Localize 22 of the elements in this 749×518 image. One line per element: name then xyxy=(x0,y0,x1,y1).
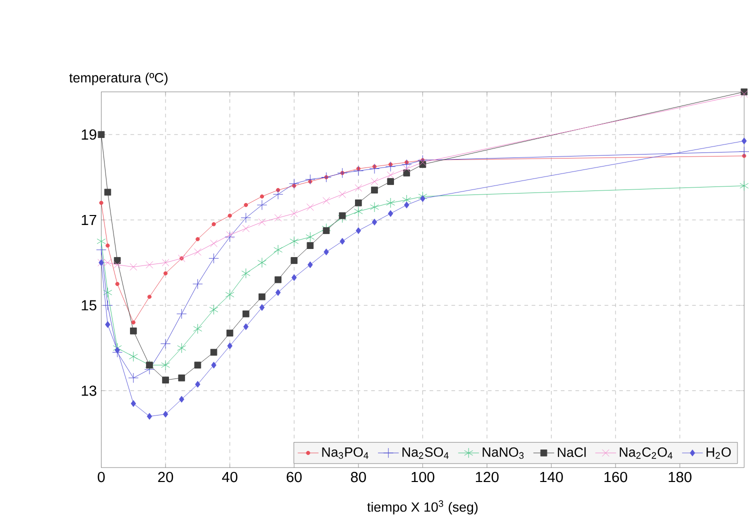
legend-label: H$_{2}$O xyxy=(706,447,731,458)
x-tick-label: 160 xyxy=(604,472,628,482)
y-tick-label: 17 xyxy=(82,214,96,225)
x-tick-label: 80 xyxy=(350,472,366,482)
x-tick-label: 140 xyxy=(540,472,563,482)
x-tick-label: 0 xyxy=(98,472,105,482)
y-tick-label: 15 xyxy=(82,300,96,310)
legend-label: Na$_{2}$C$_{2}$O$_{4}$ xyxy=(620,447,672,458)
x-tick-label: 120 xyxy=(476,472,499,482)
y-tick-label: 19 xyxy=(82,129,96,140)
x-tick-label: 20 xyxy=(158,472,174,482)
legend-label: NaCl xyxy=(558,446,586,457)
x-tick-label: 40 xyxy=(222,472,238,482)
y-tick-label: 13 xyxy=(82,385,96,396)
x-tick-label: 100 xyxy=(412,472,434,482)
x-tick-label: 60 xyxy=(286,472,302,482)
x-tick-label: 180 xyxy=(668,472,692,482)
legend-label: Na$_{3}$PO$_{4}$ xyxy=(322,447,368,459)
x-axis-title: tiempo X 10$^{3}$ (seg) xyxy=(367,500,478,514)
legend-label: NaNO$_{3}$ xyxy=(482,447,524,459)
y-axis-title: temperatura (ºC) xyxy=(69,72,168,85)
legend-label: Na$_{2}$SO$_{4}$ xyxy=(402,447,449,458)
